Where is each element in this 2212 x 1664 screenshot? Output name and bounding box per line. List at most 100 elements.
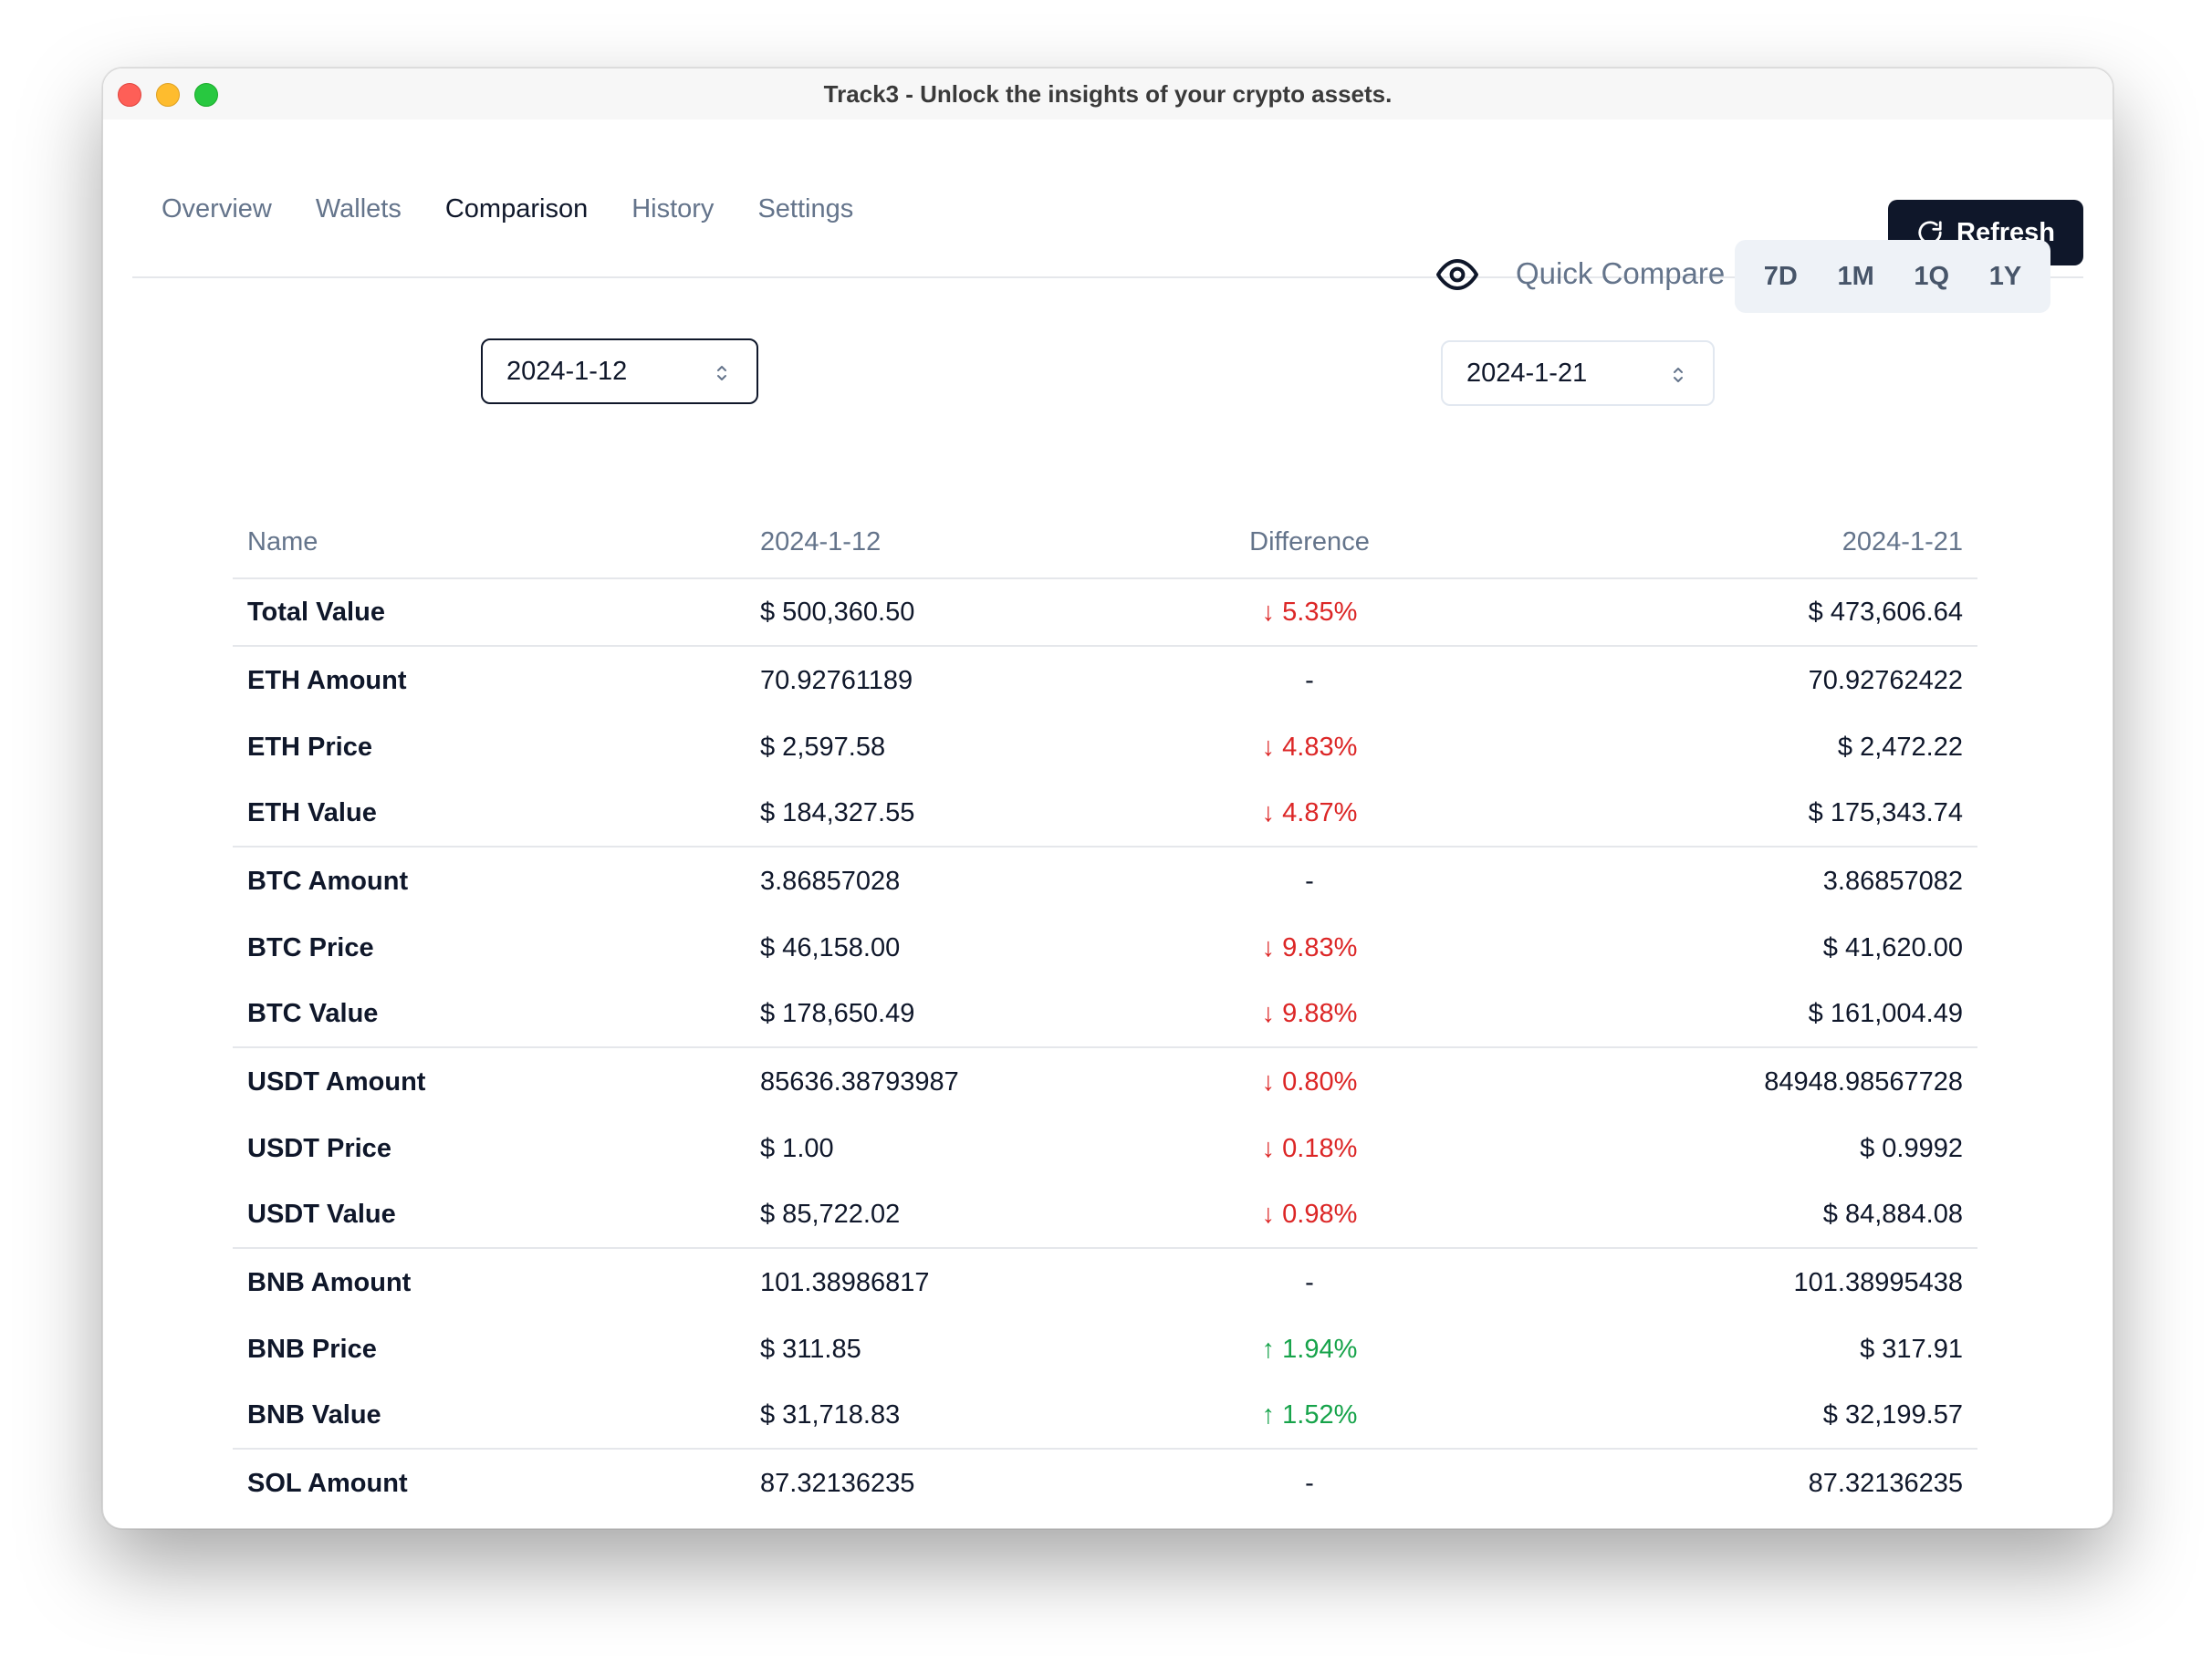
row-head-value: 70.92762422 (1461, 645, 1977, 714)
row-head-value: 3.86857082 (1461, 846, 1977, 915)
table-body: Total Value $ 500,360.50 ↓ 5.35% $ 473,606.… (233, 578, 1977, 1528)
head-date-select[interactable]: 2024-1-21 (1441, 340, 1715, 406)
row-difference: - (1158, 645, 1461, 714)
row-head-value: $ 161,004.49 (1808, 998, 1963, 1028)
traffic-lights (118, 83, 218, 107)
row-head-value: 84948.98567728 (1461, 1046, 1977, 1116)
row-difference: ↓ 4.83% (1261, 732, 1358, 762)
table-row: BTC Price $ 46,158.00 ↓ 9.83% $ 41,620.00 (233, 915, 1977, 981)
table-row: Total Value $ 500,360.50 ↓ 5.35% $ 473,606.… (233, 578, 1977, 646)
quick-compare-1m-button[interactable]: 1M (1837, 261, 1874, 291)
header-head-date: 2024-1-21 (1461, 506, 1977, 579)
quick-compare-1q-button[interactable]: 1Q (1914, 261, 1950, 291)
row-base-value: 85636.38793987 (746, 1046, 1158, 1116)
app-window: Track3 - Unlock the insights of your cry… (102, 68, 2113, 1529)
head-date-value: 2024-1-21 (1466, 358, 1588, 388)
row-base-value: $ 31,718.83 (760, 1399, 901, 1430)
row-name: USDT Amount (233, 1046, 746, 1116)
nav-tabs: Overview Wallets Comparison History Sett… (162, 194, 853, 224)
chevron-up-down-icon (717, 366, 726, 380)
table-row: USDT Amount 85636.38793987 ↓ 0.80% 84948.98… (233, 1046, 1977, 1116)
row-base-value: $ 98.64 (746, 1517, 1158, 1528)
row-name: USDT Value (247, 1199, 396, 1229)
tab-wallets[interactable]: Wallets (315, 194, 402, 224)
row-name: BTC Price (247, 932, 374, 962)
minimize-window-button[interactable] (156, 83, 180, 107)
table-row: ETH Amount 70.92761189-70.92762422 (233, 645, 1977, 714)
tab-overview[interactable]: Overview (162, 194, 272, 224)
table-row: USDT Value $ 85,722.02 ↓ 0.98% $ 84,884.08 (233, 1181, 1977, 1248)
quick-compare-7d-button[interactable]: 7D (1763, 261, 1798, 291)
header-name: Name (233, 506, 746, 579)
row-name: BTC Value (247, 998, 379, 1028)
row-head-value: $ 84,884.08 (1822, 1199, 1963, 1229)
row-difference: ↑ 1.52% (1261, 1399, 1358, 1430)
table-row: BNB Price $ 311.85 ↑ 1.94% $ 317.91 (233, 1316, 1977, 1382)
tab-settings[interactable]: Settings (757, 194, 854, 224)
table-header-row: Name 2024-1-12 Difference 2024-1-21 (233, 506, 1977, 579)
close-window-button[interactable] (118, 83, 141, 107)
row-base-value: 101.38986817 (746, 1247, 1158, 1316)
base-date-value: 2024-1-12 (506, 356, 628, 386)
row-difference: ↓ 0.80% (1158, 1046, 1461, 1116)
tab-history[interactable]: History (631, 194, 715, 224)
row-difference: - (1158, 846, 1461, 915)
table-row: ETH Price $ 2,597.58 ↓ 4.83% $ 2,472.22 (233, 714, 1977, 780)
row-name: BTC Amount (233, 846, 746, 915)
row-base-value: 70.92761189 (746, 645, 1158, 714)
row-head-value: $ 2,472.22 (1837, 732, 1963, 762)
comparison-table: Name 2024-1-12 Difference 2024-1-21 Tota… (233, 506, 1977, 1528)
table-row: BNB Amount 101.38986817-101.38995438 (233, 1247, 1977, 1316)
quick-compare-label: Quick Compare (1516, 256, 1726, 290)
row-head-value: 87.32136235 (1461, 1448, 1977, 1517)
row-name: Total Value (247, 597, 385, 627)
row-head-value: $ 41,620.00 (1822, 932, 1963, 962)
quick-compare-group: 7D 1M 1Q 1Y (1735, 240, 2050, 313)
top-nav: Overview Wallets Comparison History Sett… (132, 120, 2083, 278)
refresh-icon (1918, 221, 1942, 244)
row-name: BNB Price (247, 1334, 377, 1364)
row-head-value: $ 473,606.64 (1808, 597, 1963, 627)
row-base-value: $ 311.85 (760, 1334, 861, 1364)
row-difference: ↓ 0.18% (1261, 1133, 1358, 1163)
row-name: BNB Value (247, 1399, 381, 1430)
row-base-value: 3.86857028 (746, 846, 1158, 915)
row-difference: - (1158, 1448, 1461, 1517)
row-base-value: $ 500,360.50 (760, 597, 915, 627)
row-difference: - (1158, 1247, 1461, 1316)
row-head-value: $ 0.9992 (1860, 1133, 1963, 1163)
table-row: BTC Value $ 178,650.49 ↓ 9.88% $ 161,004.49 (233, 981, 1977, 1047)
window-title: Track3 - Unlock the insights of your cry… (823, 79, 1393, 108)
header-difference: Difference (1158, 506, 1461, 579)
table-row: BNB Value $ 31,718.83 ↑ 1.52% $ 32,199.57 (233, 1382, 1977, 1449)
row-difference: ↓ 5.35% (1261, 597, 1358, 627)
row-base-value: $ 46,158.00 (760, 932, 901, 962)
table-row: USDT Price $ 1.00 ↓ 0.18% $ 0.9992 (233, 1116, 1977, 1181)
eye-icon[interactable] (1435, 253, 1479, 296)
row-name: BNB Amount (233, 1247, 746, 1316)
row-base-value: $ 2,597.58 (760, 732, 886, 762)
row-difference: ↓ 9.88% (1261, 998, 1358, 1028)
table-row: SOL Amount 87.32136235-87.32136235 (233, 1448, 1977, 1517)
row-head-value: $ 317.91 (1860, 1334, 1963, 1364)
table-row: ETH Value $ 184,327.55 ↓ 4.87% $ 175,343.74 (233, 780, 1977, 847)
row-head-value: 101.38995438 (1461, 1247, 1977, 1316)
maximize-window-button[interactable] (194, 83, 218, 107)
tab-comparison[interactable]: Comparison (444, 194, 589, 224)
row-base-value: $ 85,722.02 (760, 1199, 901, 1229)
row-head-value: $ 32,199.57 (1822, 1399, 1963, 1430)
row-name: USDT Price (247, 1133, 391, 1163)
row-difference: ↓ 4.87% (1261, 797, 1358, 827)
quick-compare-1y-button[interactable]: 1Y (1988, 261, 2022, 291)
row-base-value: 87.32136235 (746, 1448, 1158, 1517)
title-bar: Track3 - Unlock the insights of your cry… (103, 68, 2113, 120)
row-name: SOL Price (233, 1517, 746, 1528)
row-head-value: $ 175,343.74 (1808, 797, 1963, 827)
row-base-value: $ 178,650.49 (760, 998, 915, 1028)
chevron-up-down-icon (1674, 368, 1683, 382)
row-name: ETH Amount (233, 645, 746, 714)
row-head-value: $ 92.16 (1461, 1517, 1977, 1528)
base-date-select[interactable]: 2024-1-12 (481, 338, 758, 404)
row-difference: ↓ 6.57% (1158, 1517, 1461, 1528)
row-difference: ↓ 9.83% (1261, 932, 1358, 962)
